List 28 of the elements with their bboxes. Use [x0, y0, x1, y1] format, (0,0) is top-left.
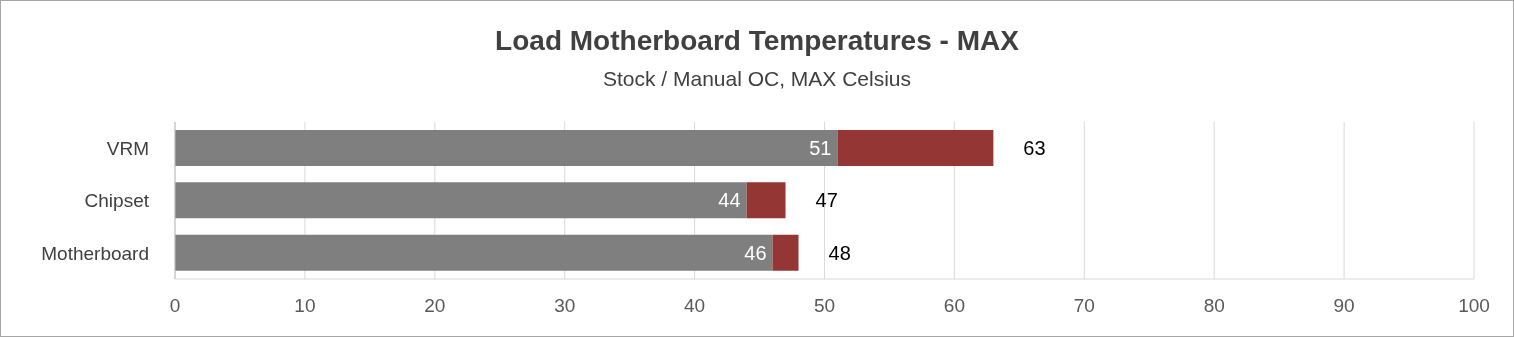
bar: [175, 234, 773, 271]
data-label: 51: [809, 137, 832, 160]
total-label: 48: [828, 241, 851, 264]
x-tick-label: 40: [684, 295, 706, 317]
bar: [175, 182, 747, 219]
chart-title: Load Motherboard Temperatures - MAX: [494, 25, 1020, 57]
y-tick-label: VRM: [106, 137, 149, 159]
x-tick-label: 60: [943, 295, 965, 317]
x-tick-label: 20: [424, 295, 446, 317]
x-tick-label: 50: [813, 295, 836, 317]
total-label: 63: [1023, 137, 1046, 160]
y-tick-label: Chipset: [84, 190, 150, 212]
x-tick-label: 10: [294, 295, 316, 317]
x-tick-label: 90: [1333, 295, 1355, 317]
bar: [837, 130, 994, 166]
x-tick-label: 100: [1458, 295, 1490, 317]
data-label: 44: [718, 189, 741, 212]
total-label: 47: [815, 189, 838, 212]
data-label: 46: [744, 241, 767, 264]
bar: [772, 234, 799, 271]
x-tick-label: 0: [169, 295, 181, 317]
x-tick-label: 80: [1203, 295, 1225, 317]
bar: [175, 130, 838, 166]
y-tick-label: Motherboard: [41, 242, 149, 264]
chart-subtitle: Stock / Manual OC, MAX Celsius: [601, 67, 913, 91]
bar: [746, 182, 786, 219]
x-tick-label: 30: [554, 295, 576, 317]
x-tick-label: 70: [1073, 295, 1095, 317]
